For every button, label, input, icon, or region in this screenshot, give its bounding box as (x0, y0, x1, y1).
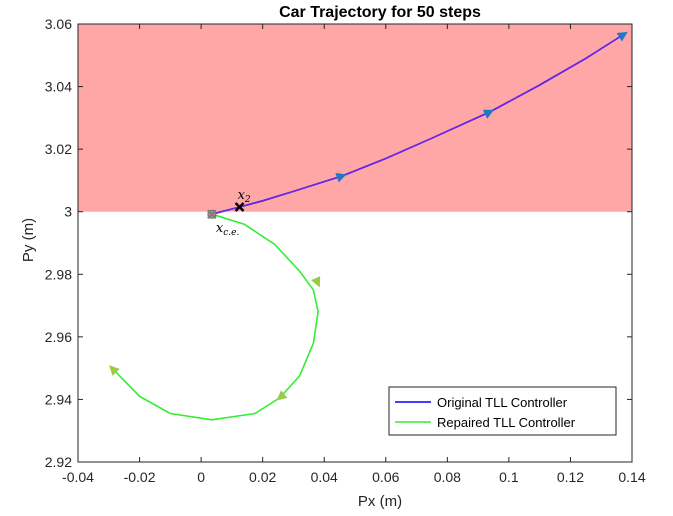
x-tick-label-6: 0.08 (434, 469, 461, 485)
series-line-repaired-tll-controller (111, 213, 319, 421)
legend-box (388, 386, 617, 436)
y-axis-label: Py (m) (20, 218, 37, 262)
x-tick-label-5: 0.06 (372, 469, 399, 485)
marker-2: xc.e. (207, 209, 240, 238)
unsafe-region (78, 24, 632, 212)
y-tick-label-4: 3 (64, 204, 72, 220)
series-2-arrow-3 (109, 365, 120, 376)
x-axis-label: Px (m) (358, 493, 402, 510)
x-tick-label-2: 0 (197, 469, 205, 485)
marker-label-1: x2 (238, 188, 251, 205)
legend: Original TLL Controller Repaired TLL Cont… (388, 386, 617, 436)
marker-label-2: xc.e. (216, 221, 240, 238)
series-1-arrow-3 (616, 31, 628, 42)
marker-cross-1 (234, 202, 245, 212)
y-tick-label-0: 2.92 (45, 454, 72, 470)
legend-label-1: Original TLL Controller (437, 395, 568, 410)
y-tick-label-5: 3.02 (45, 141, 72, 157)
series-overlay-original-tll-controller (211, 33, 625, 215)
y-tick-label-1: 2.94 (45, 391, 72, 407)
x-tick-label-8: 0.12 (557, 469, 584, 485)
x-tick-label-0: -0.04 (62, 469, 94, 485)
x-tick-label-9: 0.14 (618, 469, 645, 485)
legend-label-2: Repaired TLL Controller (437, 415, 576, 430)
series-2-arrow-1 (311, 276, 321, 288)
marker-cross-2 (207, 209, 217, 220)
x-tick-label-4: 0.04 (311, 469, 338, 485)
x-tick-label-1: -0.02 (124, 469, 156, 485)
plot-frame (77, 23, 633, 463)
y-tick-label-2: 2.96 (45, 329, 72, 345)
chart-title: Car Trajectory for 50 steps (279, 4, 481, 21)
y-tick-label-3: 2.98 (45, 266, 72, 282)
series-2-arrow-2 (276, 390, 288, 401)
x-tick-label-3: 0.02 (249, 469, 276, 485)
series-1-arrow-2 (482, 109, 494, 119)
series-1-arrow-1 (335, 173, 347, 183)
marker-1: x2 (234, 188, 251, 212)
y-tick-label-6: 3.04 (45, 79, 72, 95)
x-tick-label-7: 0.1 (499, 469, 519, 485)
y-tick-label-7: 3.06 (45, 16, 72, 32)
